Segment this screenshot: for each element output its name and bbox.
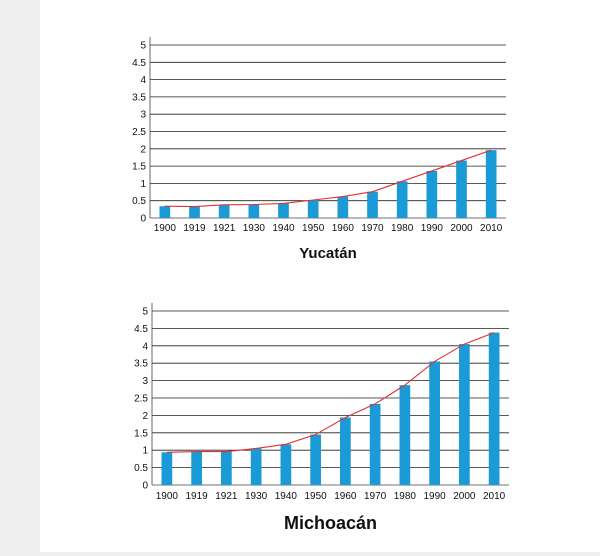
x-tick-label: 1970 [364, 491, 387, 502]
y-tick-label: 1 [140, 179, 146, 190]
bar [396, 181, 408, 218]
y-tick-label: 5 [142, 307, 148, 318]
bar [340, 417, 351, 485]
bar [426, 170, 438, 218]
bar [250, 448, 262, 485]
page: 0 0.5 1 1.5 2 2.5 3 3.5 4 4.5 5 1900 1919 1921 1930 194… [40, 0, 600, 552]
bar [310, 434, 321, 485]
bar [459, 344, 470, 485]
y-tick-label: 2.5 [134, 394, 148, 405]
y-tick-label: 0.5 [132, 196, 146, 207]
y-tick-label: 4.5 [134, 324, 148, 335]
x-tick-label: 1940 [272, 223, 295, 234]
y-tick-label: 1 [142, 446, 148, 457]
x-tick-label: 1950 [302, 223, 325, 234]
bar [485, 150, 497, 218]
y-tick-label: 0 [140, 214, 146, 225]
y-tick-label: 4 [142, 341, 148, 352]
y-tick-label: 0 [142, 481, 148, 492]
x-tick-label: 1919 [186, 491, 209, 502]
bar [280, 444, 292, 485]
bar [221, 451, 232, 485]
x-tick-label: 1930 [245, 491, 268, 502]
series-line [166, 332, 495, 453]
bar [488, 332, 500, 485]
bar [369, 403, 381, 485]
y-tick-label: 3 [142, 376, 148, 387]
x-tick-label: 2000 [450, 223, 473, 234]
x-tick-label: 1921 [213, 223, 236, 234]
x-tick-label: 2010 [483, 491, 506, 502]
bar [248, 204, 260, 218]
y-tick-label: 3 [140, 110, 146, 121]
y-tick-label: 2 [140, 144, 146, 155]
bar [278, 203, 289, 218]
x-tick-label: 1990 [421, 223, 444, 234]
bar [218, 204, 230, 218]
bar [159, 206, 171, 218]
bar [191, 451, 202, 485]
x-tick-label: 1921 [215, 491, 238, 502]
x-tick-label: 1960 [334, 491, 357, 502]
bar [161, 452, 173, 485]
x-tick-label: 1919 [183, 223, 206, 234]
series-line [164, 149, 492, 208]
x-tick-label: 2000 [453, 491, 476, 502]
y-tick-label: 2.5 [132, 127, 146, 138]
y-tick-label: 5 [140, 41, 146, 52]
bar [456, 160, 467, 218]
x-tick-label: 1980 [394, 491, 417, 502]
chart-yucatan: 0 0.5 1 1.5 2 2.5 3 3.5 4 4.5 5 1900 1919 1921 1930 194… [132, 37, 506, 262]
x-tick-label: 1950 [305, 491, 328, 502]
x-tick-label: 1940 [275, 491, 298, 502]
chart-michoacan: 0 0.5 1 1.5 2 2.5 3 3.5 4 4.5 5 1900 1919 1921 1930 194… [134, 303, 509, 533]
x-tick-label: 1960 [332, 223, 355, 234]
bar [307, 200, 319, 218]
x-tick-label: 1900 [154, 223, 177, 234]
bar [337, 196, 349, 218]
bar [367, 191, 378, 218]
bar [429, 361, 440, 485]
x-tick-label: 2010 [480, 223, 503, 234]
y-tick-label: 3.5 [132, 92, 146, 103]
bar [399, 385, 411, 485]
y-tick-label: 4 [140, 75, 146, 86]
y-tick-label: 1.5 [134, 428, 148, 439]
x-tick-label: 1930 [243, 223, 266, 234]
y-tick-label: 2 [142, 411, 148, 422]
chart-title: Michoacán [284, 513, 377, 533]
y-tick-label: 4.5 [132, 58, 146, 69]
x-tick-label: 1980 [391, 223, 414, 234]
x-tick-label: 1990 [424, 491, 447, 502]
y-tick-label: 0.5 [134, 463, 148, 474]
y-tick-label: 1.5 [132, 162, 146, 173]
x-tick-label: 1970 [361, 223, 384, 234]
y-tick-label: 3.5 [134, 359, 148, 370]
x-tick-label: 1900 [156, 491, 179, 502]
bar [189, 206, 200, 218]
chart-title: Yucatán [299, 245, 357, 262]
